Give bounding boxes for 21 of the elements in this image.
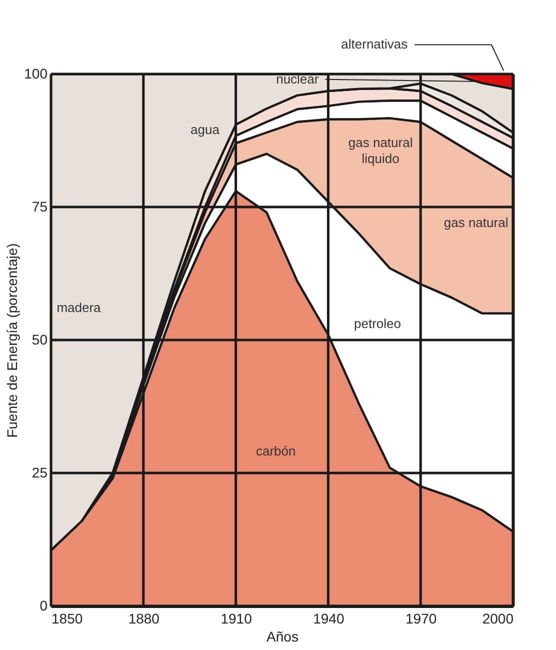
x-tick-label: 1970 [406, 610, 437, 626]
x-tick-label: 1940 [313, 610, 344, 626]
series-label: gas natural [444, 214, 508, 230]
series-label: gas natural liquido [348, 135, 413, 166]
x-tick-label: 1850 [52, 610, 83, 626]
y-tick-label: 75 [32, 198, 48, 214]
y-axis-title: Fuente de Energía (porcentaje) [4, 243, 20, 438]
y-tick-label: 50 [32, 332, 48, 348]
x-tick-label: 1880 [128, 610, 160, 626]
series-label: petroleo [354, 316, 401, 332]
x-axis-title: Años [266, 628, 298, 644]
series-label: nuclear [276, 71, 320, 86]
series-label: alternativas [341, 36, 408, 52]
x-tick-label: 1910 [220, 610, 252, 626]
series-label: madera [56, 300, 102, 316]
y-tick-label: 0 [40, 598, 48, 614]
series-label: carbón [256, 444, 296, 459]
y-tick-label: 100 [24, 66, 48, 82]
y-tick-label: 25 [32, 464, 48, 480]
series-label: agua [190, 122, 220, 137]
x-tick-label: 2000 [482, 610, 514, 626]
